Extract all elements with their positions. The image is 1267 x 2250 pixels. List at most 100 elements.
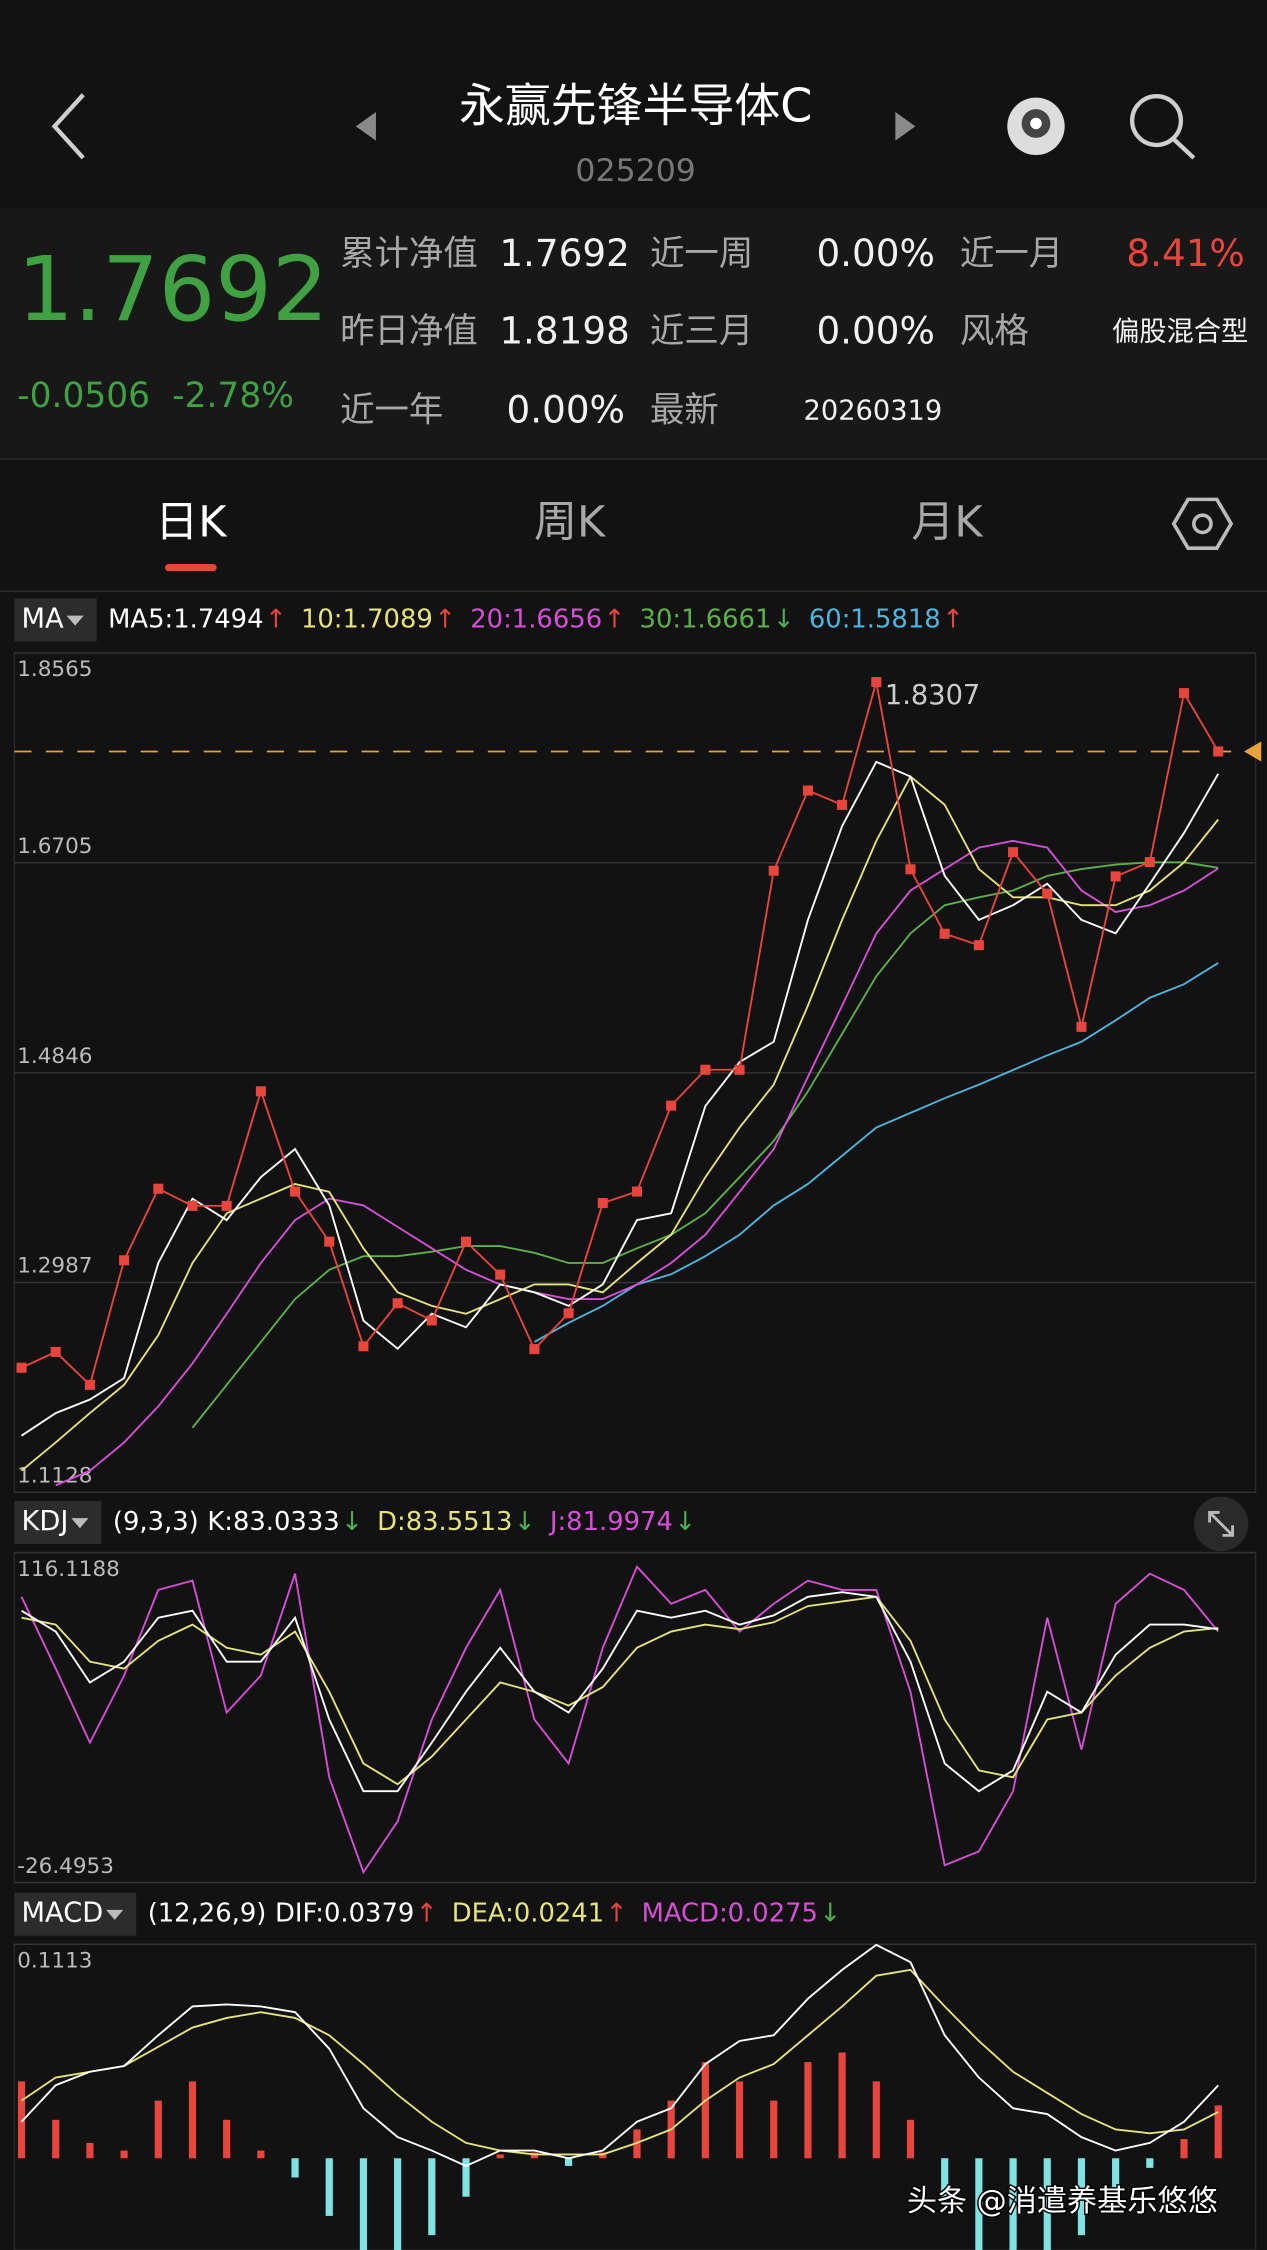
y-tick-label: 116.1188: [17, 1557, 120, 1582]
stat-label: 最新: [650, 390, 719, 430]
macd-bar: [120, 2150, 128, 2159]
series-line: [20, 775, 1219, 1472]
settings-icon[interactable]: [1171, 497, 1234, 550]
price-marker: [392, 1298, 403, 1309]
price-marker: [973, 940, 984, 951]
price-marker: [187, 1200, 198, 1211]
series-line: [20, 1565, 1219, 1875]
nav-change: -0.0506: [17, 376, 150, 416]
price-marker: [563, 1308, 574, 1319]
back-button[interactable]: [51, 93, 85, 160]
legend-dropdown[interactable]: [14, 1500, 102, 1544]
fund-title: 永赢先锋半导体C: [459, 79, 812, 133]
price-marker: [631, 1186, 642, 1197]
mascot-icon[interactable]: [1007, 97, 1065, 156]
legend-trend: ↓: [819, 1899, 841, 1929]
macd-bar: [701, 2062, 709, 2159]
y-tick-label: 1.2987: [17, 1254, 92, 1279]
price-marker: [50, 1346, 61, 1357]
legend-item: 60:1.5818: [809, 604, 941, 634]
legend-item: 20:1.6656: [470, 604, 602, 634]
price-marker: [837, 799, 848, 810]
y-tick-label: 1.6705: [17, 834, 92, 859]
tab-weekly[interactable]: 周K: [534, 498, 607, 548]
quote-panel: [0, 208, 1267, 460]
legend-trend: ↑: [942, 604, 964, 634]
price-marker: [1042, 888, 1053, 899]
tab-indicator: [165, 563, 217, 572]
macd-bar: [1214, 2105, 1222, 2159]
stat-label: 近一年: [340, 390, 443, 430]
macd-bar: [359, 2158, 368, 2250]
y-tick-label: 1.1128: [17, 1464, 92, 1489]
stat-label: 累计净值: [340, 234, 478, 274]
dropdown-arrow: [66, 615, 84, 626]
series-line: [21, 760, 1220, 1437]
macd-bar: [1077, 2158, 1086, 2236]
macd-bar: [428, 2158, 436, 2236]
tab-daily[interactable]: 日K: [155, 498, 228, 548]
macd-bar: [17, 2081, 26, 2159]
macd-bar: [735, 2081, 744, 2159]
price-marker: [1076, 1021, 1087, 1032]
macd-bar: [188, 2081, 197, 2159]
macd-bar: [154, 2100, 162, 2159]
price-marker: [324, 1236, 335, 1247]
legend-item: J:81.9974: [548, 1507, 673, 1537]
legend-title: KDJ: [22, 1506, 69, 1537]
next-fund[interactable]: [895, 111, 916, 141]
macd-bar: [257, 2150, 265, 2159]
series-line: [191, 861, 1219, 1429]
price-marker: [84, 1379, 95, 1390]
macd-bar: [941, 2158, 949, 2197]
price-marker: [16, 1362, 27, 1373]
macd-bar: [906, 2119, 915, 2159]
series-line: [21, 1968, 1219, 2156]
macd-bar: [1043, 2158, 1051, 2250]
legend-trend: ↓: [341, 1507, 363, 1537]
macd-bar: [530, 2152, 538, 2159]
price-marker: [529, 1344, 540, 1355]
price-marker: [290, 1186, 301, 1197]
stat-label: 近一周: [650, 234, 753, 274]
reference-pointer: [1244, 741, 1262, 762]
price-marker: [426, 1315, 437, 1326]
legend-item: 30:1.6661: [640, 604, 772, 634]
prev-fund[interactable]: [355, 111, 376, 141]
legend-item: MA5:1.7494: [108, 604, 263, 634]
nav-price: 1.7692: [17, 237, 328, 341]
y-tick-label: 0.1113: [17, 1949, 92, 1974]
expand-icon[interactable]: [1193, 1496, 1249, 1552]
stat-value: 偏股混合型: [1112, 316, 1248, 347]
stat-value: 20260319: [804, 395, 943, 426]
legend-item: DEA:0.0241: [452, 1899, 604, 1929]
legend-trend: ↓: [514, 1507, 536, 1537]
price-marker: [768, 865, 779, 876]
macd-bar: [394, 2158, 402, 2250]
macd-bar: [872, 2081, 880, 2159]
nav-change-pct: -2.78%: [172, 376, 294, 416]
series-line: [21, 681, 1220, 1387]
stat-value: 0.00%: [816, 231, 934, 275]
price-marker: [460, 1236, 472, 1247]
legend-dropdown[interactable]: [14, 598, 97, 642]
legend-trend: ↑: [416, 1899, 438, 1929]
y-tick-label: 1.8565: [17, 657, 92, 682]
macd-bar: [86, 2142, 94, 2159]
stat-value: 0.00%: [816, 308, 934, 352]
dropdown-arrow: [106, 1909, 124, 1920]
legend-item: K:83.0333: [207, 1507, 339, 1537]
price-marker: [1179, 688, 1190, 699]
legend-item: DIF:0.0379: [275, 1899, 414, 1929]
search-icon[interactable]: [1129, 94, 1196, 160]
stat-label: 昨日净值: [340, 311, 478, 351]
tab-monthly[interactable]: 月K: [911, 498, 984, 548]
stat-label: 近三月: [650, 311, 753, 351]
stat-value: 0.00%: [507, 387, 625, 431]
macd-bar: [496, 2154, 504, 2159]
legend-trend: ↓: [773, 604, 795, 634]
macd-bar: [1146, 2158, 1154, 2168]
legend-trend: ↑: [434, 604, 456, 634]
legend-trend: ↑: [604, 604, 626, 634]
